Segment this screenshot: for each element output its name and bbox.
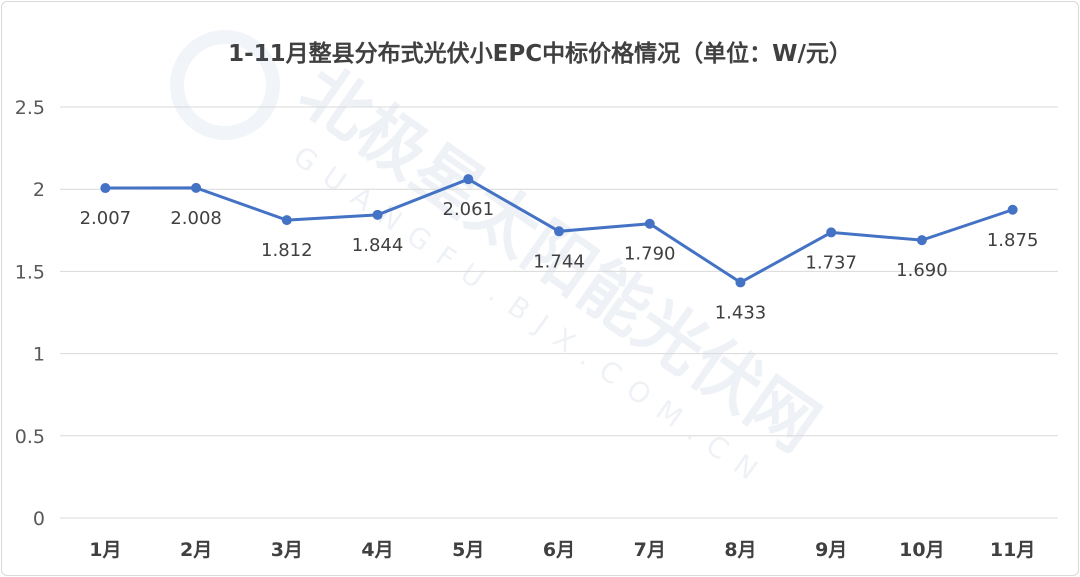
x-tick-label: 10月 (899, 539, 944, 561)
x-tick-label: 6月 (543, 539, 575, 561)
x-tick-label: 5月 (452, 539, 484, 561)
data-label: 2.007 (80, 208, 132, 229)
data-point (735, 277, 746, 288)
data-point (281, 215, 292, 226)
data-label: 2.061 (443, 199, 495, 220)
y-tick-label: 0.5 (15, 426, 45, 448)
x-tick-label: 2月 (180, 539, 212, 561)
data-point (100, 183, 111, 194)
y-tick-label: 2.5 (15, 97, 45, 119)
data-point (826, 227, 837, 238)
data-label: 1.844 (352, 235, 404, 256)
data-label: 1.790 (624, 244, 676, 265)
data-label: 1.744 (533, 251, 585, 272)
y-tick-label: 0 (33, 508, 45, 530)
data-label: 1.737 (805, 252, 857, 273)
data-label: 2.008 (170, 208, 222, 229)
data-point (554, 226, 564, 237)
y-tick-label: 1 (33, 344, 45, 366)
x-tick-label: 8月 (724, 539, 756, 561)
data-label: 1.690 (896, 260, 948, 281)
y-tick-label: 2 (33, 179, 45, 201)
data-label: 1.433 (715, 302, 767, 323)
x-tick-label: 1月 (89, 539, 121, 561)
data-label: 1.875 (987, 230, 1039, 251)
data-point (1007, 204, 1018, 215)
x-tick-label: 4月 (361, 539, 393, 561)
data-point (372, 209, 383, 220)
chart-title: 1-11月整县分布式光伏小EPC中标价格情况（单位：W/元） (228, 41, 852, 67)
x-tick-label: 7月 (634, 539, 666, 561)
watermark-circle-icon (170, 30, 280, 140)
data-point (644, 218, 655, 229)
x-tick-label: 3月 (271, 539, 303, 561)
data-point (191, 182, 202, 193)
y-tick-label: 1.5 (15, 261, 45, 283)
data-label: 1.812 (261, 240, 313, 261)
x-tick-label: 11月 (990, 539, 1035, 561)
x-tick-label: 9月 (815, 539, 847, 561)
data-point (916, 235, 927, 246)
data-point (463, 174, 474, 185)
